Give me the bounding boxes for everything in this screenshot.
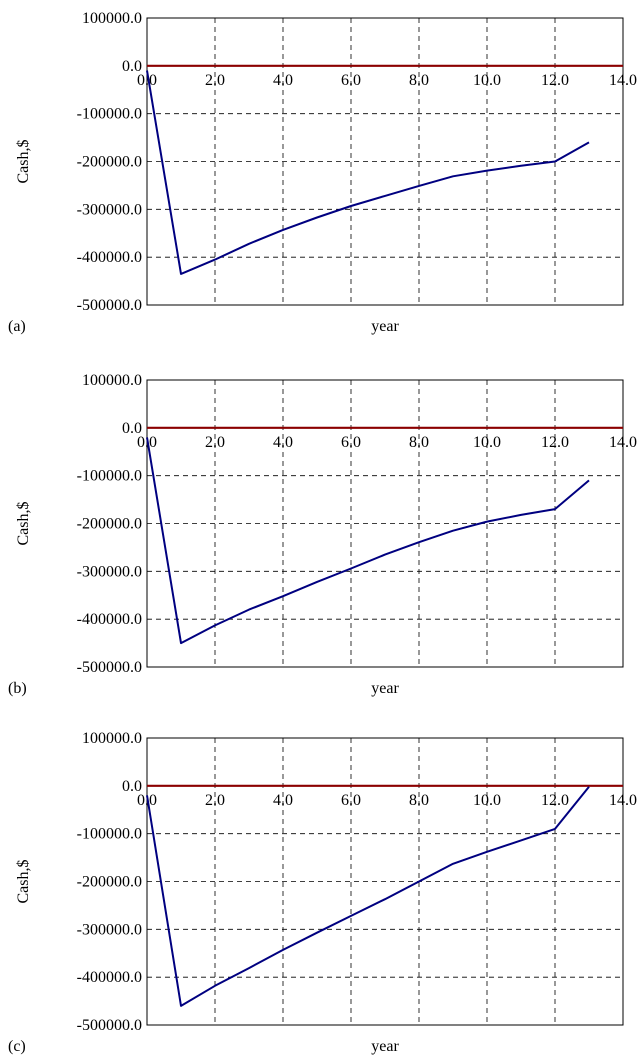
series-line	[146, 70, 590, 275]
y-tick-label: -500000.0	[77, 297, 142, 314]
y-tick-label: -200000.0	[77, 516, 142, 533]
y-tick-label: -200000.0	[77, 154, 142, 171]
series-line	[146, 437, 590, 645]
chart-panel-3: 0.0 2.0 4.0 6.0 8.0 10.0 12.0 14.0100000.00.0-1…	[8, 730, 637, 1055]
y-tick-label: -400000.0	[77, 611, 142, 628]
x-axis-label: year	[371, 1038, 399, 1055]
x-tick-label: 14.0	[609, 792, 637, 809]
x-tick-label: 10.0	[473, 434, 501, 451]
x-tick-label: 2.0	[205, 72, 225, 89]
x-tick-label: 2.0	[205, 434, 225, 451]
y-tick-label: 0.0	[122, 778, 142, 795]
x-tick-label: 6.0	[341, 434, 361, 451]
x-tick-label: 12.0	[541, 792, 569, 809]
panel-label: (c)	[8, 1038, 26, 1055]
y-tick-label: -200000.0	[77, 874, 142, 891]
y-tick-label: 0.0	[122, 58, 142, 75]
y-axis-label: Cash,$	[15, 502, 32, 546]
y-tick-label: -100000.0	[77, 826, 142, 843]
x-tick-label: 6.0	[341, 72, 361, 89]
y-tick-label: -300000.0	[77, 201, 142, 218]
x-tick-label: 2.0	[205, 792, 225, 809]
x-tick-label: 0.0	[137, 72, 157, 89]
x-tick-label: 8.0	[409, 72, 429, 89]
y-tick-label: 100000.0	[82, 10, 142, 27]
x-tick-label: 6.0	[341, 792, 361, 809]
y-tick-label: -300000.0	[77, 563, 142, 580]
x-tick-label: 12.0	[541, 72, 569, 89]
y-axis-label: Cash,$	[15, 860, 32, 904]
y-tick-label: -400000.0	[77, 249, 142, 266]
series-line	[146, 786, 590, 1007]
y-tick-label: -500000.0	[77, 659, 142, 676]
x-axis-label: year	[371, 680, 399, 697]
y-tick-label: 0.0	[122, 420, 142, 437]
x-tick-label: 14.0	[609, 72, 637, 89]
y-tick-label: -500000.0	[77, 1017, 142, 1034]
x-tick-label: 8.0	[409, 434, 429, 451]
chart-panel-2: 0.0 2.0 4.0 6.0 8.0 10.0 12.0 14.0100000.00.0-1…	[8, 372, 637, 697]
y-tick-label: -100000.0	[77, 106, 142, 123]
x-tick-label: 12.0	[541, 434, 569, 451]
x-tick-label: 10.0	[473, 72, 501, 89]
x-tick-label: 4.0	[273, 72, 293, 89]
panel-label: (b)	[8, 680, 27, 697]
x-tick-label: 8.0	[409, 792, 429, 809]
y-tick-label: 100000.0	[82, 730, 142, 747]
x-axis-label: year	[371, 318, 399, 335]
chart-panel-1: 0.0 2.0 4.0 6.0 8.0 10.0 12.0 14.0 100000.0 0.0 -1…	[8, 10, 637, 335]
x-tick-label: 10.0	[473, 792, 501, 809]
y-tick-label: -300000.0	[77, 921, 142, 938]
y-tick-label: -400000.0	[77, 969, 142, 986]
x-tick-label: 4.0	[273, 434, 293, 451]
x-tick-label: 4.0	[273, 792, 293, 809]
y-axis-label: Cash,$	[15, 140, 32, 184]
panel-label: (a)	[8, 318, 26, 335]
y-tick-label: -100000.0	[77, 468, 142, 485]
y-tick-label: 100000.0	[82, 372, 142, 389]
x-tick-label: 14.0	[609, 434, 637, 451]
